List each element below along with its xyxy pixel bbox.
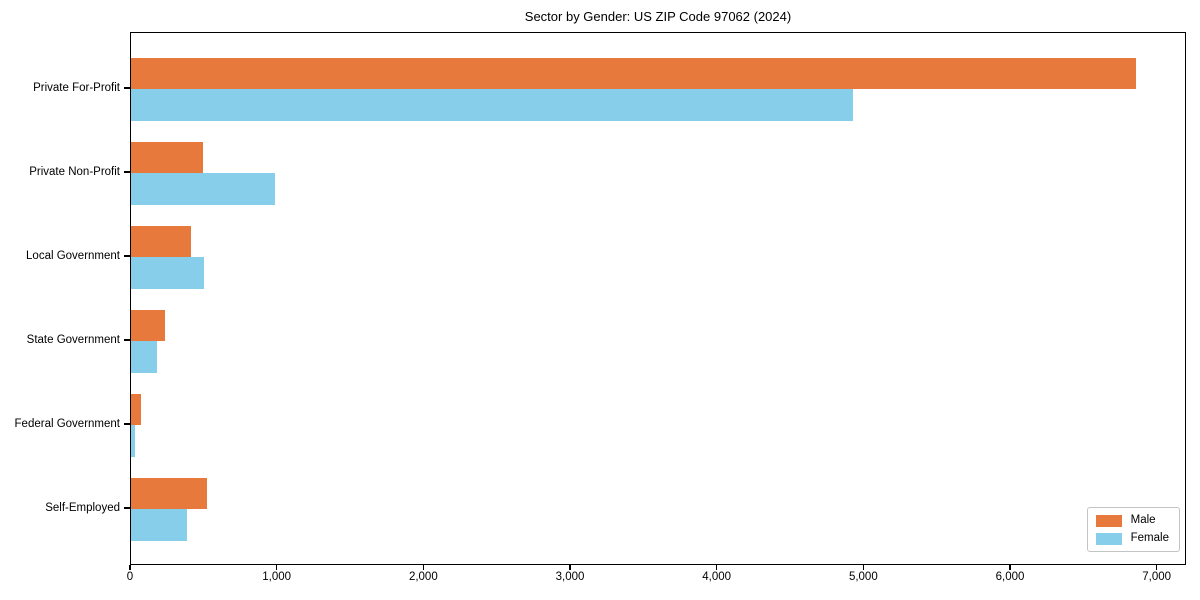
bar-male-state-government — [131, 309, 166, 341]
y-tick-mark-federal-government — [124, 423, 130, 425]
bar-female-federal-government — [131, 425, 136, 457]
x-tick-mark-2000 — [422, 565, 425, 570]
bar-female-private-non-profit — [131, 173, 276, 205]
y-tick-mark-private-non-profit — [124, 171, 130, 173]
y-tick-label-federal-government: Federal Government — [14, 418, 120, 430]
bar-male-local-government — [131, 225, 192, 257]
plot-area: Male Female — [130, 32, 1186, 565]
y-tick-mark-local-government — [124, 255, 130, 257]
legend-label-female: Female — [1130, 532, 1169, 544]
x-tick-mark-5000 — [862, 565, 865, 570]
legend: Male Female — [1086, 507, 1180, 552]
x-tick-label-6000: 6,000 — [995, 571, 1025, 583]
x-tick-mark-1000 — [275, 565, 278, 570]
y-tick-label-self-employed: Self-Employed — [45, 502, 120, 514]
x-tick-label-2000: 2,000 — [408, 571, 438, 583]
bar-male-federal-government — [131, 393, 141, 425]
x-tick-mark-6000 — [1009, 565, 1011, 570]
legend-label-male: Male — [1130, 514, 1156, 526]
y-tick-mark-private-for-profit — [124, 87, 130, 89]
y-tick-mark-state-government — [124, 339, 130, 341]
male-swatch-icon — [1095, 514, 1122, 527]
bar-female-local-government — [131, 257, 204, 289]
x-tick-label-0: 0 — [126, 571, 134, 583]
legend-item-male: Male — [1095, 514, 1169, 527]
x-tick-label-7000: 7,000 — [1142, 571, 1172, 583]
x-tick-label-1000: 1,000 — [262, 571, 292, 583]
legend-item-female: Female — [1095, 532, 1169, 545]
y-tick-label-state-government: State Government — [26, 334, 120, 346]
bar-female-state-government — [131, 341, 158, 373]
x-tick-mark-3000 — [569, 565, 571, 570]
bar-female-private-for-profit — [131, 89, 853, 121]
bar-male-private-non-profit — [131, 141, 203, 173]
x-tick-label-3000: 3,000 — [555, 571, 585, 583]
y-tick-mark-self-employed — [124, 507, 130, 509]
female-swatch-icon — [1095, 532, 1122, 545]
chart-title: Sector by Gender: US ZIP Code 97062 (202… — [524, 9, 792, 24]
bar-male-self-employed — [131, 477, 207, 509]
x-tick-mark-0 — [129, 565, 131, 570]
x-tick-label-4000: 4,000 — [702, 571, 732, 583]
bar-male-private-for-profit — [131, 57, 1136, 89]
y-tick-label-private-for-profit: Private For-Profit — [33, 82, 120, 94]
x-tick-mark-4000 — [715, 565, 718, 570]
x-tick-label-5000: 5,000 — [848, 571, 878, 583]
bar-female-self-employed — [131, 509, 187, 541]
y-tick-label-private-non-profit: Private Non-Profit — [29, 166, 120, 178]
y-tick-label-local-government: Local Government — [26, 250, 120, 262]
x-tick-mark-7000 — [1155, 565, 1158, 570]
